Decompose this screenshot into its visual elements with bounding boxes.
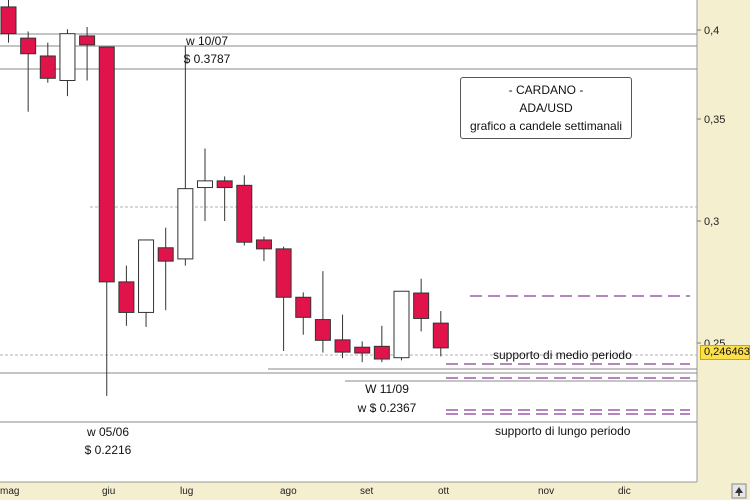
candle-body-bearish <box>275 248 292 298</box>
info-box: - CARDANO - ADA/USD grafico a candele se… <box>460 77 632 139</box>
scroll-arrow-icon[interactable] <box>731 483 747 499</box>
time-tick-label: set <box>360 486 374 497</box>
candle <box>275 246 292 352</box>
info-box-subtitle: grafico a candele settimanali <box>469 119 623 133</box>
candle <box>373 325 390 363</box>
reference-lines <box>0 33 697 423</box>
candle <box>413 278 430 332</box>
info-box-pair: ADA/USD <box>519 101 573 115</box>
candle <box>197 148 213 221</box>
annotation-week-sep: W 11/09 <box>365 382 409 396</box>
candle <box>118 265 135 326</box>
price-ticks <box>697 29 701 344</box>
candle <box>20 31 37 112</box>
price-axis-panel <box>697 0 750 500</box>
time-tick-label: nov <box>538 486 554 497</box>
candle <box>236 175 253 246</box>
time-tick-label: ott <box>438 486 449 497</box>
annotation-price-low: $ 0.2216 <box>85 443 132 457</box>
candle-body-bearish <box>295 296 312 318</box>
candles-group <box>0 0 449 396</box>
support-label-medium: supporto di medio periodo <box>493 348 632 362</box>
candle <box>98 46 115 396</box>
annotation-week-high: w 10/07 <box>185 34 228 48</box>
candle <box>59 29 76 97</box>
annotation-price-sep: w $ 0.2367 <box>357 401 417 415</box>
candle-body-bullish <box>59 33 76 82</box>
support-labels: supporto di medio periodo supporto di lu… <box>493 348 632 438</box>
candle-body-bearish <box>432 322 449 349</box>
candle <box>138 239 155 327</box>
info-box-title: - CARDANO - <box>508 83 584 97</box>
candle <box>255 236 272 262</box>
candle-body-bearish <box>236 184 253 243</box>
candle-body-bullish <box>197 180 213 189</box>
time-tick-label: lug <box>180 486 193 497</box>
time-tick-label: ago <box>280 486 297 497</box>
candle-body-bearish <box>20 37 37 55</box>
candle-body-bearish <box>354 346 371 354</box>
candle-body-bearish <box>98 46 115 283</box>
candle <box>157 227 174 311</box>
candle-body-bullish <box>138 239 155 313</box>
candle-body-bearish <box>157 247 174 262</box>
candle-body-bearish <box>413 292 430 319</box>
candle-body-bearish <box>334 339 351 353</box>
candle-body-bullish <box>393 290 410 359</box>
last-price-tag: 0,246463 <box>700 345 750 360</box>
time-tick-labels: mag giu lug ago set ott nov dic <box>0 486 631 497</box>
candle <box>393 290 410 361</box>
candle <box>295 292 312 335</box>
candle-body-bearish <box>79 35 96 46</box>
time-tick-label: dic <box>618 486 631 497</box>
candle <box>314 271 331 353</box>
price-tick-label: 0,3 <box>704 216 719 228</box>
annotation-week-low: w 05/06 <box>86 425 129 439</box>
price-tick-label: 0,4 <box>704 25 719 37</box>
candle-body-bearish <box>39 55 56 79</box>
candle <box>39 42 56 83</box>
candle-body-bearish <box>216 180 233 189</box>
time-tick-label: giu <box>102 486 115 497</box>
candle <box>216 176 233 221</box>
candle-body-bearish <box>255 239 272 250</box>
candle <box>177 45 194 266</box>
time-axis-panel <box>0 482 697 500</box>
candle-body-bullish <box>177 188 194 260</box>
time-tick-label: mag <box>0 486 19 497</box>
price-tick-label: 0,35 <box>704 114 725 126</box>
candle <box>432 311 449 357</box>
candle-body-bearish <box>0 6 17 35</box>
candle-body-bearish <box>118 281 135 313</box>
candle <box>354 341 371 363</box>
support-label-long: supporto di lungo periodo <box>495 424 631 438</box>
annotation-price-high: $ 0.3787 <box>184 52 231 66</box>
candle <box>79 26 96 81</box>
annotations: w 10/07 $ 0.3787 w 05/06 $ 0.2216 W 11/0… <box>85 34 417 457</box>
candle-body-bearish <box>373 345 390 360</box>
candle-body-bearish <box>314 319 331 341</box>
candle <box>334 314 351 359</box>
candle <box>0 0 17 43</box>
support-lines <box>446 295 690 415</box>
